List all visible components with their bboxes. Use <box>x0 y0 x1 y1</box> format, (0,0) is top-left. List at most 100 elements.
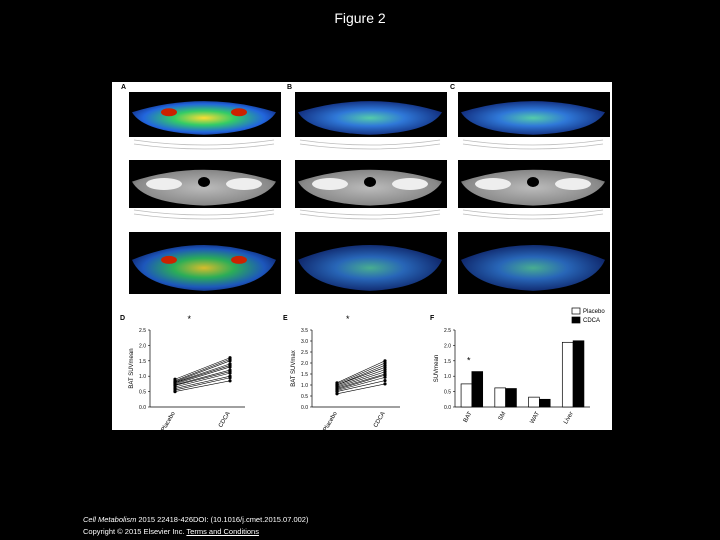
table-ring <box>299 139 441 150</box>
pair-line <box>336 383 386 395</box>
y-tick-label: 0.5 <box>301 394 308 400</box>
legend-label: CDCA <box>583 318 600 324</box>
pair-line <box>336 380 386 392</box>
pair-line <box>174 372 231 388</box>
scan-trachea <box>364 177 376 187</box>
annotation: * <box>346 314 350 324</box>
x-tick-label: WAT <box>530 411 542 425</box>
y-axis-label: SUVmean <box>434 355 440 382</box>
point <box>335 392 339 396</box>
pair-line <box>336 362 386 385</box>
panel-label: B <box>287 84 292 91</box>
y-tick-label: 0.0 <box>301 405 308 411</box>
annotation: * <box>467 356 471 366</box>
y-tick-label: 2.0 <box>139 343 146 349</box>
legend-swatch <box>571 307 581 315</box>
y-tick-label: 3.0 <box>301 339 308 345</box>
panel-label: C <box>450 84 455 91</box>
scan-slice <box>298 244 442 291</box>
scan-trachea <box>198 177 210 187</box>
journal: Cell Metabolism <box>83 515 137 524</box>
legend-label: Placebo <box>583 309 605 315</box>
panel-label: D <box>120 315 125 322</box>
x-tick-label: SM <box>498 411 508 422</box>
y-tick-label: 0.5 <box>444 390 451 396</box>
pair-line <box>336 373 386 389</box>
pair-line <box>336 367 386 386</box>
table-ring <box>462 139 604 150</box>
y-tick-label: 2.5 <box>301 350 308 356</box>
pair-line <box>174 360 231 383</box>
scan-slice <box>298 101 442 135</box>
point <box>173 377 177 381</box>
point <box>383 379 387 383</box>
pair-line <box>336 377 386 391</box>
slide-title: Figure 2 <box>334 10 386 26</box>
footer: Cell Metabolism 2015 22418-426DOI: (10.10… <box>83 514 308 538</box>
y-tick-label: 2.0 <box>301 361 308 367</box>
terms-link[interactable]: Terms and Conditions <box>186 527 259 536</box>
y-tick-label: 0.5 <box>139 390 146 396</box>
pair-line <box>336 374 386 390</box>
y-tick-label: 0.0 <box>139 405 146 411</box>
point <box>335 381 339 385</box>
point <box>383 365 387 369</box>
y-tick-label: 1.5 <box>139 359 146 365</box>
point <box>228 362 232 366</box>
panel-label: F <box>430 315 435 322</box>
x-tick-label: BAT <box>463 411 474 424</box>
bar <box>471 371 484 408</box>
bar <box>460 383 473 408</box>
hotspot <box>231 255 247 264</box>
bar <box>539 398 551 408</box>
scan-bone <box>146 178 182 190</box>
y-tick-label: 1.5 <box>301 372 308 378</box>
y-tick-label: 3.5 <box>301 328 308 334</box>
table-ring <box>133 139 275 150</box>
panel-label: A <box>121 84 126 91</box>
pair-line <box>174 357 231 380</box>
pair-line <box>174 366 231 385</box>
hotspot <box>161 108 177 117</box>
point <box>383 382 387 386</box>
y-axis-label: BAT SUVmax <box>291 350 297 386</box>
point <box>383 372 387 376</box>
y-tick-label: 2.5 <box>139 328 146 334</box>
bar <box>494 387 506 408</box>
point <box>383 363 387 367</box>
table-ring <box>462 209 604 220</box>
point <box>383 359 387 363</box>
scan-bone <box>226 178 262 190</box>
y-tick-label: 1.0 <box>139 374 146 380</box>
hotspot <box>161 255 177 264</box>
hotspot <box>231 108 247 117</box>
scan-bone <box>475 178 511 190</box>
y-axis-label: BAT SUVmean <box>129 348 135 388</box>
x-tick-label: Liver <box>563 411 575 425</box>
pair-line <box>174 371 231 386</box>
y-tick-label: 2.5 <box>444 328 451 334</box>
pair-line <box>174 375 231 389</box>
scan-bone <box>312 178 348 190</box>
pair-line <box>336 364 386 386</box>
y-tick-label: 2.0 <box>444 343 451 349</box>
point <box>228 368 232 372</box>
point <box>383 368 387 372</box>
citation-line: Cell Metabolism 2015 22418-426DOI: (10.10… <box>83 514 308 526</box>
panel-label: E <box>283 315 288 322</box>
y-tick-label: 1.0 <box>301 383 308 389</box>
y-tick-label: 1.5 <box>444 359 451 365</box>
y-tick-label: 0.0 <box>444 405 451 411</box>
scan-slice <box>461 244 605 291</box>
point <box>228 379 232 383</box>
annotation: * <box>188 314 192 324</box>
point <box>383 361 387 365</box>
pair-line <box>174 369 231 386</box>
pair-line <box>174 358 231 382</box>
citation: 2015 22418-426DOI: (10.1016/j.cmet.2015.… <box>138 515 309 524</box>
bar <box>561 341 574 408</box>
bar <box>528 396 540 408</box>
pair-line <box>336 371 386 388</box>
point <box>383 370 387 374</box>
